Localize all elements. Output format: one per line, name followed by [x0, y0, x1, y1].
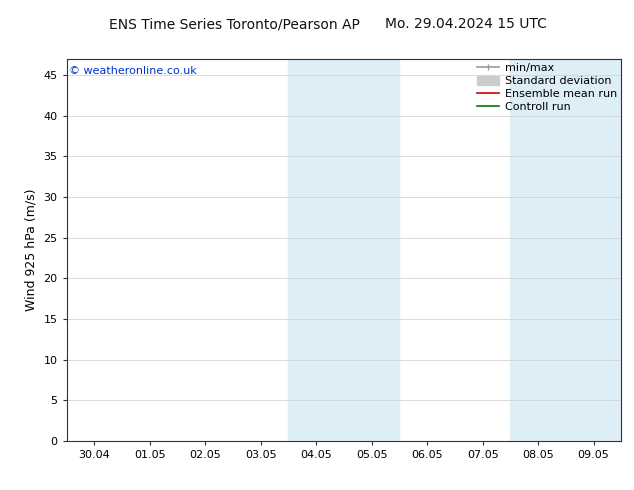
Bar: [510, 59, 621, 441]
Text: © weatheronline.co.uk: © weatheronline.co.uk: [69, 67, 197, 76]
Y-axis label: Wind 925 hPa (m/s): Wind 925 hPa (m/s): [25, 189, 38, 311]
Text: ENS Time Series Toronto/Pearson AP: ENS Time Series Toronto/Pearson AP: [109, 18, 360, 31]
Legend: min/max, Standard deviation, Ensemble mean run, Controll run: min/max, Standard deviation, Ensemble me…: [475, 61, 619, 114]
Bar: [288, 59, 399, 441]
Text: Mo. 29.04.2024 15 UTC: Mo. 29.04.2024 15 UTC: [385, 18, 547, 31]
